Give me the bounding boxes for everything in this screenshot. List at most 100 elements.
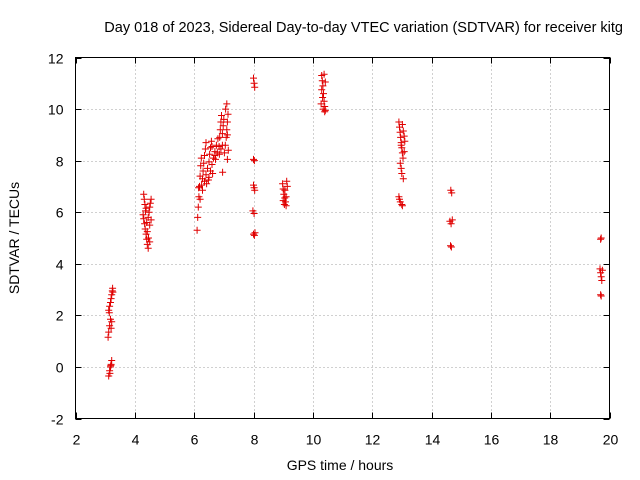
data-point <box>108 357 116 364</box>
data-point <box>105 309 113 317</box>
data-point <box>319 82 327 90</box>
data-point <box>597 291 605 299</box>
data-point <box>448 189 456 197</box>
data-point <box>208 143 216 150</box>
data-point <box>217 145 225 153</box>
data-point <box>107 324 115 332</box>
data-point <box>597 235 605 243</box>
data-point <box>144 244 152 252</box>
data-point <box>203 180 211 188</box>
y-tick-label: 0 <box>56 360 64 376</box>
data-point <box>282 193 290 201</box>
data-point <box>251 83 259 91</box>
data-point <box>202 139 210 147</box>
data-point <box>598 277 606 284</box>
data-point <box>396 159 404 167</box>
data-point <box>321 108 329 116</box>
data-point <box>448 216 456 224</box>
data-point <box>395 193 403 201</box>
data-point <box>222 105 230 113</box>
data-point <box>143 228 151 236</box>
data-point <box>107 299 114 306</box>
plot-frame <box>75 57 610 419</box>
y-tick-label: 2 <box>56 308 64 324</box>
data-point <box>597 273 605 281</box>
data-point <box>398 149 406 157</box>
data-point <box>223 100 231 108</box>
data-point <box>319 94 327 101</box>
x-tick-label: 20 <box>603 432 619 448</box>
data-point <box>199 186 206 194</box>
x-tick-label: 4 <box>132 432 140 448</box>
data-point <box>146 203 154 211</box>
y-tick-label: 6 <box>56 205 64 221</box>
data-point <box>146 199 154 207</box>
data-point <box>206 150 214 158</box>
data-points <box>104 70 606 380</box>
data-point <box>207 144 214 152</box>
data-point <box>145 208 153 216</box>
data-point <box>198 181 206 189</box>
data-point <box>200 159 208 167</box>
data-point <box>140 215 148 223</box>
y-tick-label: 12 <box>48 51 64 67</box>
data-point <box>207 137 215 145</box>
data-point <box>283 182 291 190</box>
data-point <box>105 328 113 336</box>
y-axis-label: SDTVAR / TECUs <box>6 182 22 294</box>
data-point <box>281 186 289 194</box>
data-point <box>320 70 328 78</box>
data-point <box>220 115 228 123</box>
data-point <box>399 154 407 162</box>
data-point <box>147 216 155 224</box>
data-point <box>447 243 455 251</box>
data-point <box>224 110 232 118</box>
data-point <box>398 201 406 208</box>
x-tick-label: 12 <box>365 432 381 448</box>
data-point <box>209 170 217 177</box>
data-point <box>250 157 258 165</box>
data-point <box>397 141 405 149</box>
x-tick-label: 10 <box>306 432 322 448</box>
data-point <box>193 226 201 234</box>
data-point <box>208 161 216 168</box>
data-point <box>106 302 114 310</box>
data-point <box>320 90 327 98</box>
data-point <box>279 197 287 205</box>
y-tick-label: -2 <box>51 412 64 428</box>
data-point <box>108 318 116 326</box>
data-point <box>221 141 229 149</box>
data-point <box>398 121 406 128</box>
data-point <box>447 242 454 250</box>
data-point <box>196 195 204 203</box>
data-point <box>318 86 326 94</box>
data-point <box>219 168 227 176</box>
data-point <box>146 221 154 229</box>
data-point <box>397 133 405 141</box>
data-point <box>215 150 223 158</box>
data-point <box>219 122 227 130</box>
y-tick-label: 8 <box>56 154 64 170</box>
data-point <box>283 177 291 185</box>
x-tick-label: 8 <box>251 432 259 448</box>
data-point <box>399 127 407 135</box>
data-point <box>141 201 149 208</box>
data-point <box>401 137 409 145</box>
axis-ticks <box>75 57 611 420</box>
data-point <box>140 195 148 203</box>
data-point <box>398 202 406 210</box>
data-point <box>223 131 231 139</box>
data-point <box>250 230 257 238</box>
data-point <box>109 288 117 296</box>
data-point <box>107 362 115 370</box>
data-point <box>147 195 155 203</box>
data-point <box>250 155 257 163</box>
data-point <box>140 190 148 198</box>
data-point <box>400 132 408 140</box>
data-point <box>251 186 259 194</box>
data-point <box>106 369 114 377</box>
data-point <box>280 201 288 208</box>
data-point <box>597 292 605 300</box>
x-tick-label: 18 <box>543 432 559 448</box>
